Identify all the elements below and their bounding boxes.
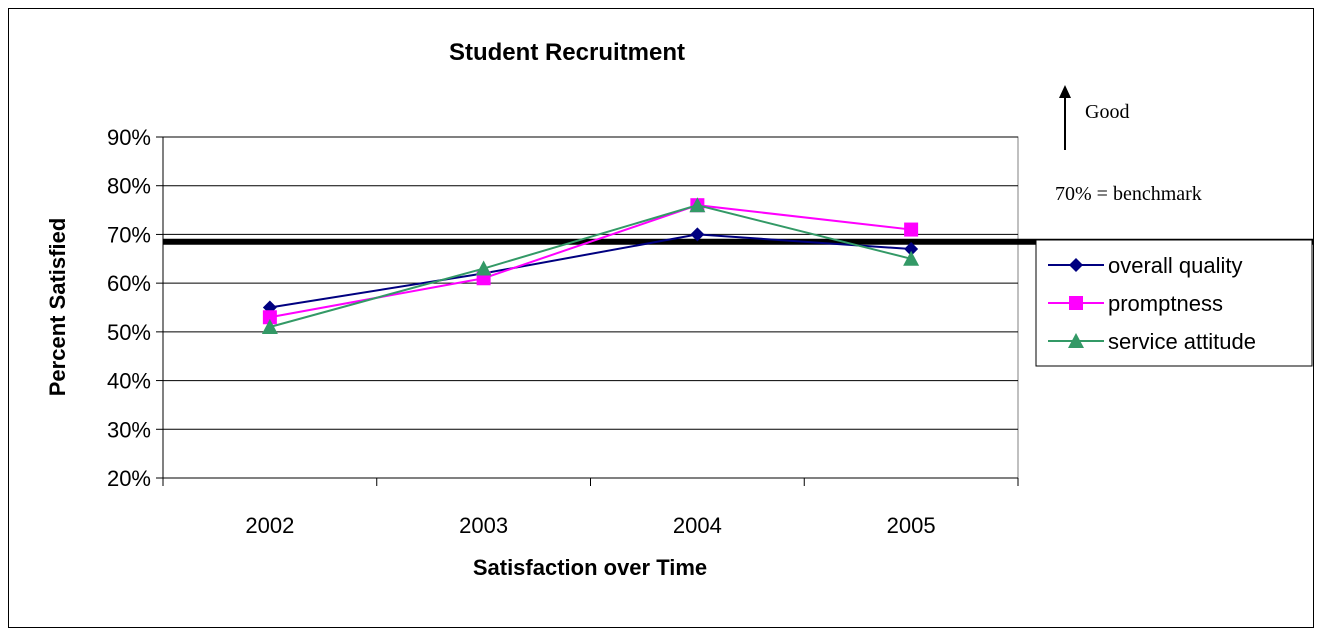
data-point	[904, 242, 919, 257]
y-tick-label: 60%	[107, 271, 151, 296]
legend-marker	[1069, 296, 1083, 310]
legend-label: service attitude	[1108, 329, 1256, 354]
y-tick-label: 50%	[107, 320, 151, 345]
data-point	[903, 250, 920, 266]
y-tick-label: 30%	[107, 417, 151, 442]
x-tick-label: 2004	[673, 513, 722, 538]
legend-item: promptness	[1048, 291, 1223, 316]
x-tick-label: 2005	[887, 513, 936, 538]
y-tick-label: 20%	[107, 466, 151, 491]
data-point	[690, 227, 705, 242]
good-label: Good	[1085, 101, 1129, 123]
plot-border	[162, 136, 1019, 479]
good-arrowhead-icon	[1059, 85, 1071, 98]
x-axis-label: Satisfaction over Time	[473, 555, 707, 580]
y-tick-label: 90%	[107, 125, 151, 150]
plot-area: 20% 30% 40% 50% 60% 70% 80% 90% 2002 2003 2004 2005	[107, 125, 1314, 538]
x-tick-label: 2003	[459, 513, 508, 538]
y-axis-label: Percent Satisfied	[45, 218, 70, 397]
legend: overall quality promptness service attitud…	[1035, 239, 1313, 367]
good-annotation: Good	[1059, 85, 1129, 150]
y-tick-label: 70%	[107, 222, 151, 247]
legend-label: overall quality	[1108, 253, 1243, 278]
series-line	[269, 233, 912, 309]
legend-item: overall quality	[1048, 253, 1243, 278]
benchmark-label: 70% = benchmark	[1055, 183, 1202, 205]
line-chart: Student Recruitment 20% 30% 40% 50% 60% 70% 80…	[45, 39, 1314, 580]
chart-title: Student Recruitment	[449, 39, 685, 66]
data-point	[475, 260, 492, 276]
data-point	[262, 310, 277, 325]
legend-item: service attitude	[1048, 329, 1256, 354]
data-point	[689, 197, 706, 213]
data-point	[261, 318, 278, 334]
legend-marker	[1069, 258, 1083, 272]
series-service-attitude	[261, 197, 920, 334]
legend-label: promptness	[1108, 291, 1223, 316]
series-line	[269, 204, 912, 328]
legend-marker	[1068, 333, 1084, 348]
series-promptness	[262, 198, 919, 325]
y-tick-label: 80%	[107, 174, 151, 199]
data-point	[904, 222, 919, 237]
y-tick-label: 40%	[107, 369, 151, 394]
x-tick-label: 2002	[245, 513, 294, 538]
